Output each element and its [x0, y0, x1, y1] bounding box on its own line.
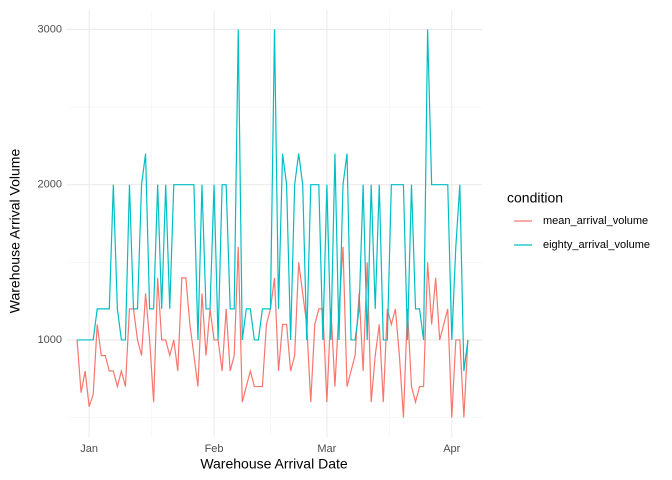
y-tick-label: 3000	[38, 23, 62, 35]
x-tick-label: Mar	[317, 443, 336, 455]
x-tick-label: Apr	[443, 443, 460, 455]
legend-label: eighty_arrival_volume	[543, 239, 650, 251]
legend-title: condition	[507, 190, 563, 206]
x-tick-label: Jan	[80, 443, 98, 455]
line-series	[77, 29, 469, 372]
x-axis-title: Warehouse Arrival Date	[200, 456, 348, 472]
x-tick-label: Feb	[205, 443, 224, 455]
y-axis-title: Warehouse Arrival Volume	[7, 149, 23, 314]
line-series	[76, 246, 469, 418]
y-tick-label: 1000	[38, 334, 62, 346]
y-tick-label: 2000	[38, 179, 62, 191]
legend-label: mean_arrival_volume	[543, 215, 648, 227]
